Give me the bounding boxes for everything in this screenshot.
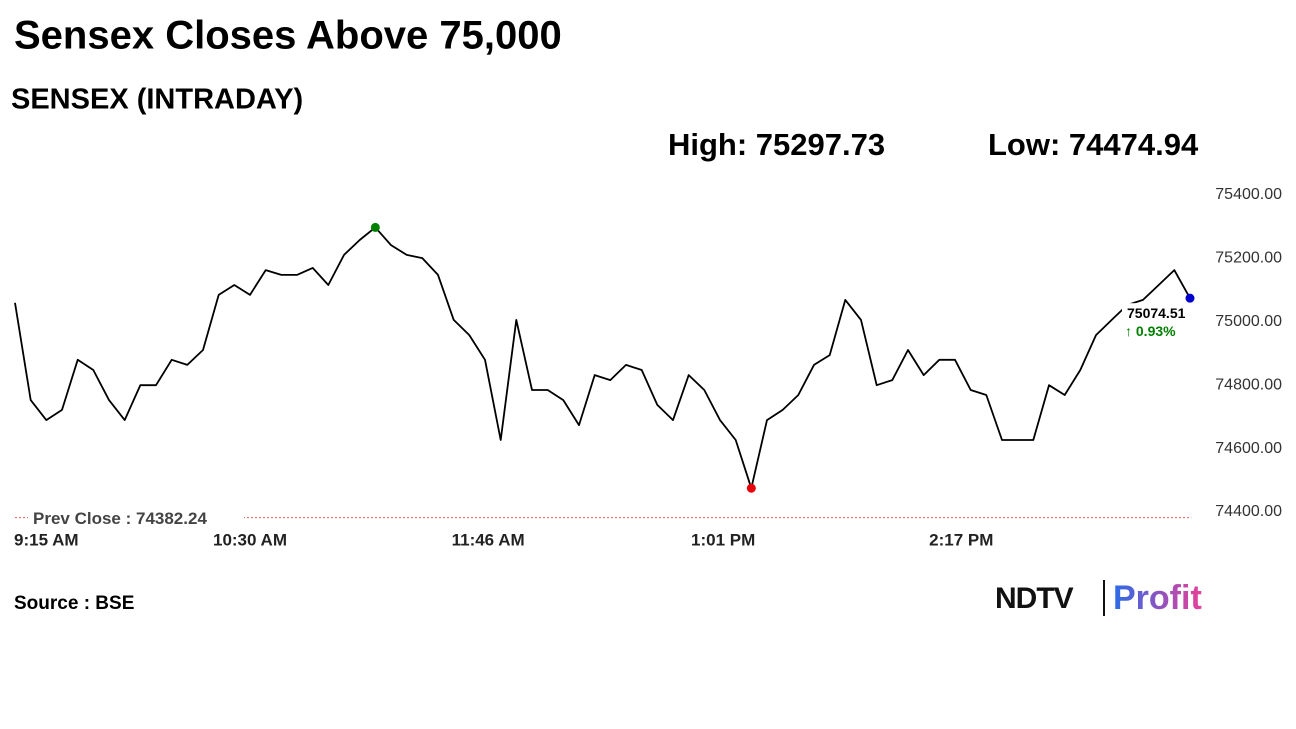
- prev-close-bg: [28, 505, 244, 528]
- chart-subtitle: SENSEX (INTRADAY): [11, 84, 303, 116]
- logo-profit: Profit: [1113, 579, 1202, 617]
- last-label-bg: [1122, 303, 1192, 344]
- low-dot: [746, 483, 756, 493]
- y-tick-label: 75400.00: [1215, 186, 1282, 203]
- source: Source : BSE: [14, 593, 134, 614]
- logo-ndtv: NDTV: [995, 582, 1074, 615]
- x-tick-label: 11:46 AM: [452, 530, 525, 549]
- chart-title: Sensex Closes Above 75,000: [14, 14, 562, 58]
- prev-close-label: Prev Close : 74382.24: [33, 509, 207, 528]
- high-dot: [370, 222, 380, 232]
- x-tick-label: 9:15 AM: [14, 530, 79, 549]
- low-label: Low: 74474.94: [988, 127, 1199, 162]
- x-tick-label: 1:01 PM: [691, 530, 755, 549]
- y-tick-label: 75000.00: [1215, 313, 1282, 330]
- y-tick-label: 74800.00: [1215, 376, 1282, 393]
- last-label: 75074.51: [1127, 305, 1186, 321]
- high-label: High: 75297.73: [668, 127, 885, 162]
- y-tick-label: 75200.00: [1215, 250, 1282, 267]
- x-tick-label: 2:17 PM: [929, 530, 993, 549]
- change-label: ↑ 0.93%: [1125, 323, 1176, 339]
- x-tick-label: 10:30 AM: [213, 530, 287, 549]
- price-line: [14, 226, 1191, 490]
- y-tick-label: 74600.00: [1215, 440, 1282, 457]
- y-tick-label: 74400.00: [1215, 503, 1282, 520]
- last-dot: [1185, 293, 1195, 303]
